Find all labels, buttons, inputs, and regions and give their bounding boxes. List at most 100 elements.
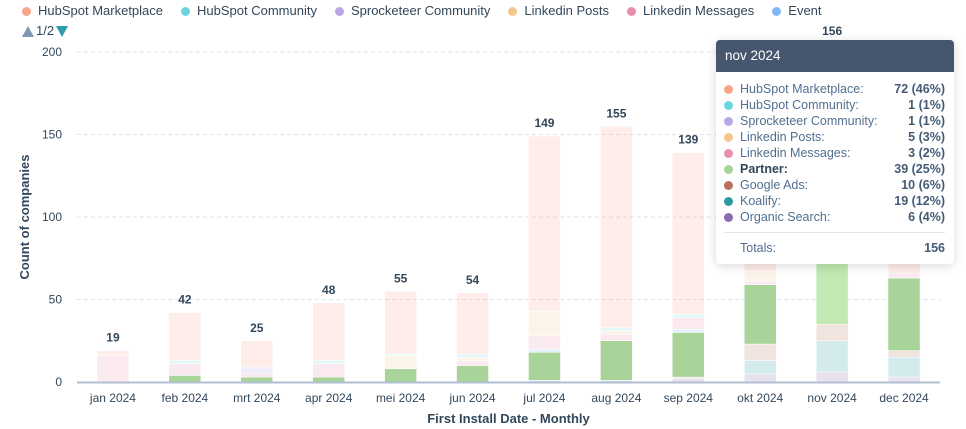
tooltip-row-label: Partner: (740, 162, 788, 176)
tooltip-row-value: 5 (3%) (908, 130, 945, 144)
bar-segment-google-ads (815, 324, 849, 341)
x-tick-label: okt 2024 (737, 391, 783, 405)
bar-segment-koalify (887, 357, 921, 378)
bar-segment-linkedin-messages (887, 272, 921, 279)
bar-segment-partner (815, 259, 849, 325)
bar-segment-partner (528, 352, 561, 381)
tooltip-row-label: HubSpot Community: (740, 98, 859, 112)
bar-segment-linkedin-messages (456, 360, 489, 366)
bar-segment-linkedin-messages (672, 317, 705, 330)
legend-item[interactable]: Event (772, 3, 822, 19)
bar-total-label: 139 (678, 133, 698, 147)
series-dot-icon (724, 212, 733, 222)
x-tick-label: feb 2024 (162, 391, 209, 405)
series-dot-icon (724, 196, 733, 206)
bar-segment-organic-search (815, 371, 849, 383)
tooltip-row-label: Linkedin Messages: (740, 146, 851, 160)
tooltip-row: Linkedin Messages: 3 (2%) (724, 145, 945, 161)
legend-next-page-icon[interactable] (56, 25, 69, 37)
legend-dot-icon (22, 6, 31, 16)
tooltip-row-label: Google Ads: (740, 178, 809, 192)
bar-total-label: 42 (178, 293, 192, 307)
series-dot-icon (724, 132, 733, 142)
bar-segment-partner (240, 376, 274, 383)
bar-segment-hubspot-community (168, 360, 202, 365)
bar-segment-hubspot-community (600, 327, 633, 332)
legend-item[interactable]: Sprocketeer Community (334, 3, 491, 19)
legend-item[interactable]: Linkedin Posts (508, 3, 609, 19)
bar-segment-hubspot-marketplace (240, 340, 274, 368)
bar-segment-organic-search (887, 376, 921, 383)
y-tick-label: 150 (42, 128, 62, 142)
bar-segment-koalify (815, 340, 849, 373)
legend-dot-icon (181, 6, 191, 16)
tooltip: nov 2024 HubSpot Marketplace: 72 (46%) Hub… (716, 40, 954, 264)
bar-segment-linkedin-posts (743, 271, 777, 282)
bar-segment-linkedin-posts (456, 357, 489, 361)
bar-total-label: 25 (250, 321, 264, 335)
tooltip-row-label: Koalify: (740, 194, 781, 208)
bar-segment-partner (600, 340, 633, 381)
x-tick-label: aug 2024 (591, 391, 641, 405)
bar-segment-koalify (743, 360, 777, 374)
bar-total-label: 19 (106, 331, 120, 345)
bar-segment-hubspot-community (672, 314, 705, 318)
series-dot-icon (724, 116, 733, 126)
tooltip-totals-value: 156 (924, 241, 945, 255)
tooltip-totals: Totals: 156 (724, 240, 945, 256)
bar-segment-hubspot-marketplace (456, 292, 489, 355)
legend-item[interactable]: HubSpot Community (181, 3, 317, 19)
tooltip-row: Sprocketeer Community: 1 (1%) (724, 113, 945, 129)
tooltip-row: Organic Search: 6 (4%) (724, 209, 945, 225)
bar-segment-hubspot-marketplace (384, 291, 417, 355)
bar-segment-linkedin-posts (528, 310, 561, 337)
tooltip-row-value: 10 (6%) (901, 178, 945, 192)
bar-segment-hubspot-marketplace (600, 126, 633, 328)
bar-segment-hubspot-community (312, 360, 345, 365)
series-dot-icon (724, 148, 733, 158)
x-tick-label: mei 2024 (376, 391, 426, 405)
bar-total-label: 48 (322, 283, 336, 297)
tooltip-row: Google Ads: 10 (6%) (724, 177, 945, 193)
tooltip-row-value: 72 (46%) (894, 82, 945, 96)
tooltip-row-label: Sprocketeer Community: (740, 114, 878, 128)
legend-item[interactable]: Linkedin Messages (626, 3, 755, 19)
bar-segment-event (672, 328, 705, 333)
tooltip-row-label: Linkedin Posts: (740, 130, 825, 144)
legend-dot-icon (626, 6, 636, 16)
bar-segment-hubspot-community (456, 353, 489, 358)
bar-segment-linkedin-messages (600, 333, 633, 341)
tooltip-row: HubSpot Marketplace: 72 (46%) (724, 81, 945, 97)
legend-pager: 1/2 (22, 24, 69, 38)
bar-segment-hubspot-marketplace (168, 312, 202, 361)
tooltip-row-value: 3 (2%) (908, 146, 945, 160)
bar-segment-partner (384, 368, 417, 383)
y-tick-label: 0 (55, 375, 62, 389)
tooltip-title: nov 2024 (716, 40, 954, 72)
tooltip-row-label: HubSpot Marketplace: (740, 82, 864, 96)
legend-label: Sprocketeer Community (350, 3, 491, 18)
bar-segment-linkedin-messages (528, 335, 561, 350)
x-tick-label: apr 2024 (305, 391, 353, 405)
bar-segment-partner (672, 332, 705, 378)
tooltip-divider (724, 232, 945, 233)
series-dot-icon (724, 180, 733, 190)
legend-label: Linkedin Messages (642, 3, 755, 18)
x-tick-label: dec 2024 (879, 391, 929, 405)
tooltip-row-value: 19 (12%) (894, 194, 945, 208)
bar-total-label: 156 (822, 24, 842, 38)
bar-segment-linkedin-messages (168, 363, 202, 376)
bar-segment-linkedin-posts (600, 330, 633, 335)
tooltip-row: HubSpot Community: 1 (1%) (724, 97, 945, 113)
bar-segment-linkedin-messages (96, 355, 130, 383)
legend-prev-page-icon[interactable] (22, 25, 34, 37)
bar-segment-partner (312, 376, 345, 383)
series-dot-icon (724, 100, 733, 110)
legend-dot-icon (772, 6, 782, 16)
legend-label: HubSpot Community (197, 3, 317, 18)
bar-segment-partner (456, 365, 489, 383)
legend-dot-icon (334, 6, 344, 16)
legend-item[interactable]: HubSpot Marketplace (22, 3, 163, 19)
x-tick-label: jul 2024 (522, 391, 565, 405)
